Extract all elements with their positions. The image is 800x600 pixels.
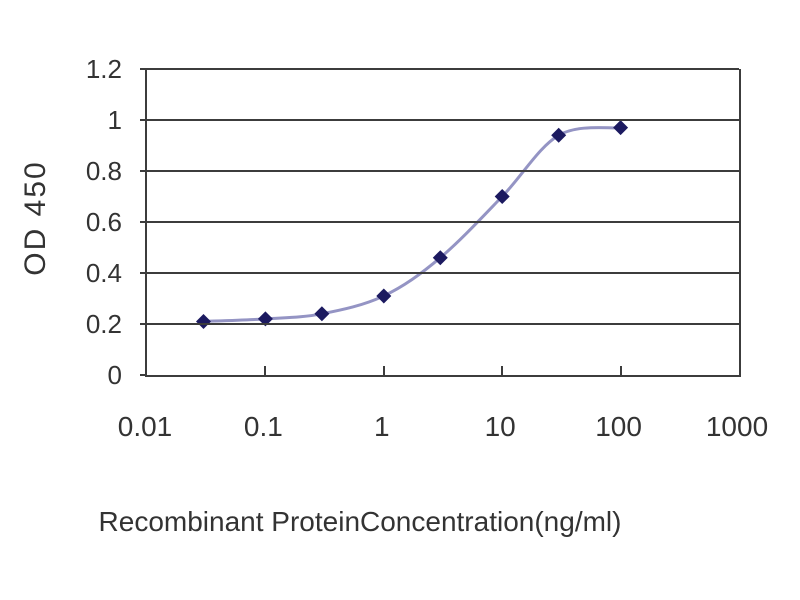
y-axis-tick bbox=[140, 323, 147, 325]
x-tick-label: 100 bbox=[595, 411, 642, 442]
data-point-marker bbox=[257, 311, 273, 327]
y-tick-label: 0.4 bbox=[85, 258, 122, 288]
data-point-marker bbox=[432, 250, 448, 266]
gridline bbox=[147, 272, 739, 274]
x-tick-label: 0.1 bbox=[243, 411, 283, 442]
y-tick-label: 0.2 bbox=[85, 309, 122, 339]
y-axis-tick bbox=[140, 272, 147, 274]
x-tick-label: 0.01 bbox=[117, 411, 173, 442]
x-axis-tick bbox=[619, 366, 622, 375]
x-tick-label: 1000 bbox=[705, 411, 769, 442]
y-axis-tick bbox=[140, 374, 147, 376]
x-axis-tick bbox=[382, 366, 385, 375]
data-point-marker bbox=[195, 313, 211, 329]
data-point-marker bbox=[494, 189, 510, 204]
gridline bbox=[147, 170, 739, 172]
y-tick-label: 0 bbox=[107, 360, 122, 390]
data-point-marker bbox=[551, 127, 567, 143]
x-tick-label: 10 bbox=[484, 411, 516, 442]
y-axis-tick bbox=[140, 170, 147, 172]
y-tick-label: 1.2 bbox=[85, 54, 122, 84]
gridline bbox=[147, 323, 739, 325]
x-tick-label: 1 bbox=[374, 411, 390, 442]
data-point-marker bbox=[613, 120, 629, 136]
y-tick-label: 1 bbox=[107, 105, 122, 135]
y-tick-label: 0.6 bbox=[85, 207, 122, 237]
y-axis-tick bbox=[140, 68, 147, 70]
gridline bbox=[147, 221, 739, 223]
plot-area bbox=[140, 68, 741, 377]
y-axis-tick bbox=[140, 119, 147, 121]
data-point-marker bbox=[376, 288, 392, 304]
gridline bbox=[147, 68, 739, 70]
x-axis-tick bbox=[501, 366, 504, 375]
series-line bbox=[203, 126, 621, 323]
y-tick-label: 0.8 bbox=[85, 156, 122, 186]
x-axis-title: Recombinant ProteinConcentration(ng/ml) bbox=[98, 506, 622, 537]
y-axis-tick bbox=[140, 221, 147, 223]
data-point-marker bbox=[314, 306, 330, 322]
x-axis-tick bbox=[264, 366, 267, 375]
gridline bbox=[147, 119, 739, 121]
curve-svg bbox=[195, 120, 629, 329]
